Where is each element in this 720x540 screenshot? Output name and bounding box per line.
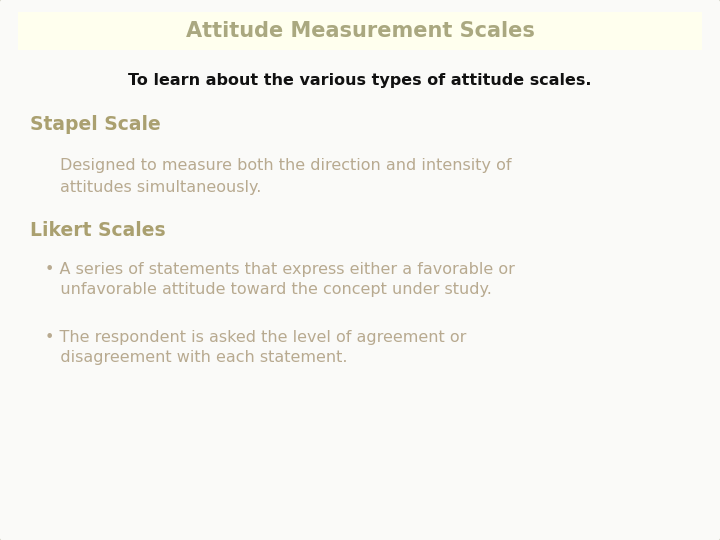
Text: Attitude Measurement Scales: Attitude Measurement Scales: [186, 21, 534, 41]
Text: Designed to measure both the direction and intensity of
attitudes simultaneously: Designed to measure both the direction a…: [60, 158, 511, 195]
Text: To learn about the various types of attitude scales.: To learn about the various types of atti…: [128, 73, 592, 89]
Text: disagreement with each statement.: disagreement with each statement.: [45, 350, 348, 365]
FancyBboxPatch shape: [18, 12, 702, 50]
Text: • The respondent is asked the level of agreement or: • The respondent is asked the level of a…: [45, 330, 467, 345]
Text: unfavorable attitude toward the concept under study.: unfavorable attitude toward the concept …: [45, 282, 492, 297]
Text: • A series of statements that express either a favorable or: • A series of statements that express ei…: [45, 262, 515, 277]
Text: Likert Scales: Likert Scales: [30, 220, 166, 240]
Text: Stapel Scale: Stapel Scale: [30, 116, 161, 134]
